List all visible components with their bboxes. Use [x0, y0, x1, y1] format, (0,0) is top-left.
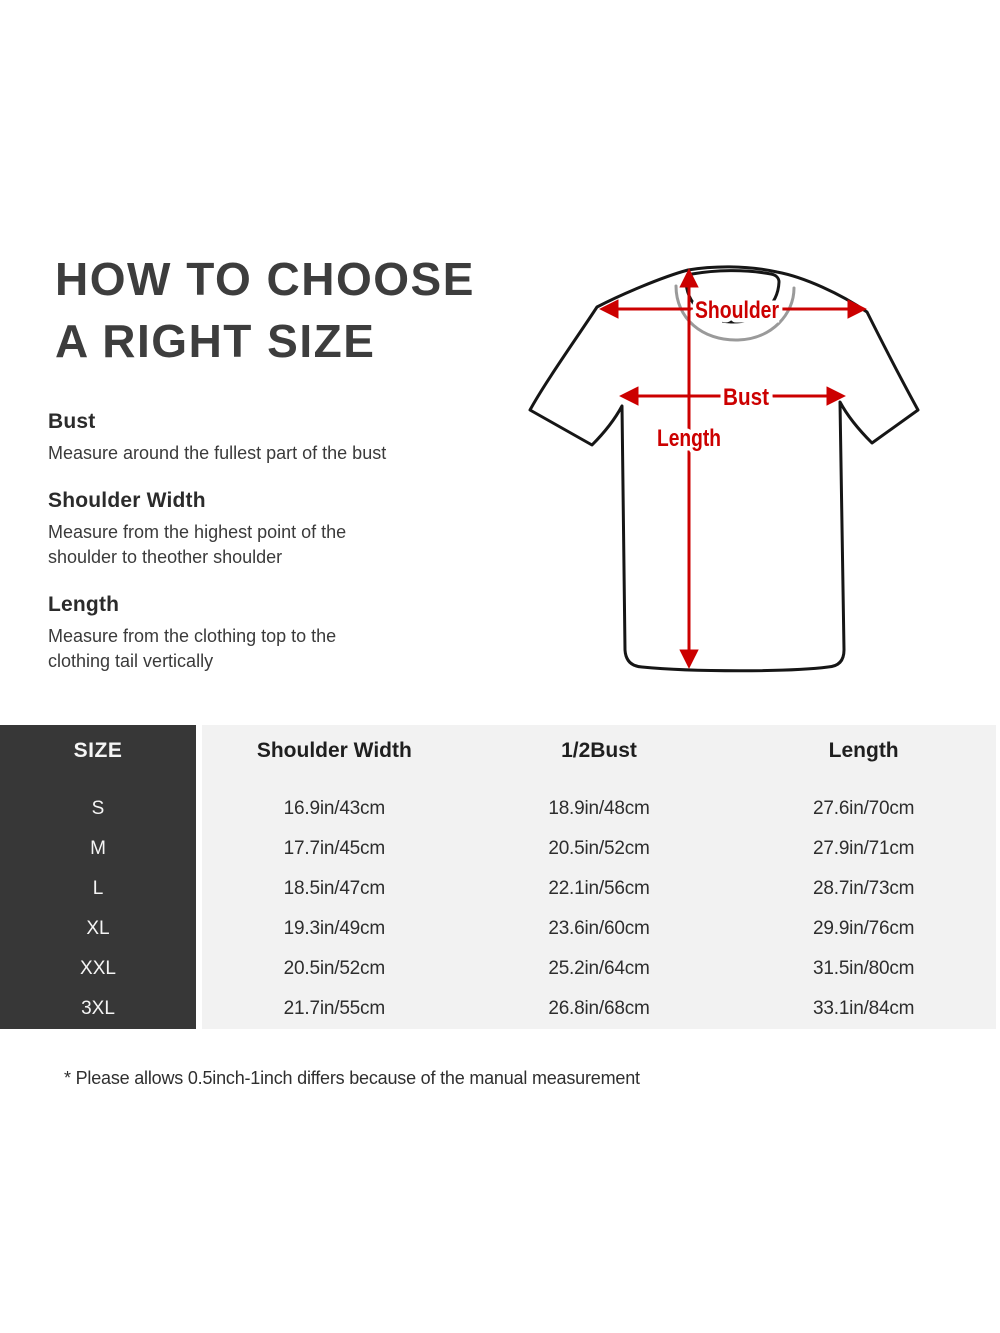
table-cell: 27.6in/70cm — [813, 798, 915, 819]
size-table-size-column: SIZE S M L XL XXL 3XL — [0, 725, 196, 1029]
column-header-length: Length — [828, 739, 899, 762]
instruction-length: Length Measure from the clothing top to … — [48, 593, 448, 674]
table-cell: 27.9in/71cm — [813, 838, 915, 859]
shoulder-arrow-label: Shoulder — [695, 297, 779, 324]
instruction-bust-text: Measure around the fullest part of the b… — [48, 443, 387, 463]
tshirt-measurement-diagram: Shoulder Bust Length — [528, 265, 920, 673]
instruction-shoulder-width: Shoulder Width Measure from the highest … — [48, 489, 448, 570]
size-label-xl: XL — [86, 918, 110, 939]
measurement-disclaimer: * Please allows 0.5inch-1inch differs be… — [64, 1068, 640, 1088]
size-table: SIZE S M L XL XXL 3XL Shoulder Width 1/2… — [0, 725, 996, 1029]
instruction-bust-heading: Bust — [48, 410, 96, 433]
table-cell: 25.2in/64cm — [548, 958, 650, 979]
column-header-half-bust: 1/2Bust — [561, 739, 637, 762]
table-cell: 33.1in/84cm — [813, 998, 915, 1019]
size-label-s: S — [91, 798, 105, 819]
table-cell: 26.8in/68cm — [548, 998, 650, 1019]
page-title: HOW TO CHOOSE A RIGHT SIZE — [55, 253, 475, 367]
table-cell: 29.9in/76cm — [813, 918, 915, 939]
instruction-bust: Bust Measure around the fullest part of … — [48, 410, 448, 466]
table-cell: 19.3in/49cm — [283, 918, 386, 939]
table-cell: 20.5in/52cm — [283, 958, 386, 979]
table-cell: 31.5in/80cm — [813, 958, 915, 979]
size-label-xxl: XXL — [80, 958, 116, 979]
bust-arrow-label: Bust — [723, 384, 769, 411]
measurements-spacer — [202, 777, 996, 789]
instruction-length-text: Measure from the clothing top to the clo… — [48, 626, 337, 671]
column-header-shoulder-width: Shoulder Width — [256, 739, 412, 762]
tshirt-outline — [528, 265, 920, 673]
table-cell: 21.7in/55cm — [283, 998, 386, 1019]
size-label-m: M — [90, 838, 106, 859]
instruction-length-heading: Length — [48, 593, 120, 616]
size-column-spacer — [0, 777, 196, 789]
size-table-measurements: Shoulder Width 1/2Bust Length 16.9in/43c… — [202, 725, 996, 1029]
table-cell: 20.5in/52cm — [548, 838, 650, 859]
table-cell: 23.6in/60cm — [548, 918, 650, 939]
table-cell: 28.7in/73cm — [813, 878, 915, 899]
table-cell: 17.7in/45cm — [283, 838, 386, 859]
size-column-header: SIZE — [73, 739, 123, 762]
table-cell: 22.1in/56cm — [548, 878, 650, 899]
instruction-shoulder-text: Measure from the highest point of the sh… — [48, 522, 347, 567]
instruction-shoulder-heading: Shoulder Width — [48, 489, 206, 512]
measurement-instructions: Bust Measure around the fullest part of … — [48, 410, 448, 697]
table-cell: 18.5in/47cm — [283, 878, 386, 899]
size-label-3xl: 3XL — [81, 998, 115, 1019]
size-label-l: L — [92, 878, 104, 899]
table-cell: 18.9in/48cm — [548, 798, 650, 819]
table-cell: 16.9in/43cm — [283, 798, 386, 819]
length-arrow-label: Length — [657, 425, 721, 452]
